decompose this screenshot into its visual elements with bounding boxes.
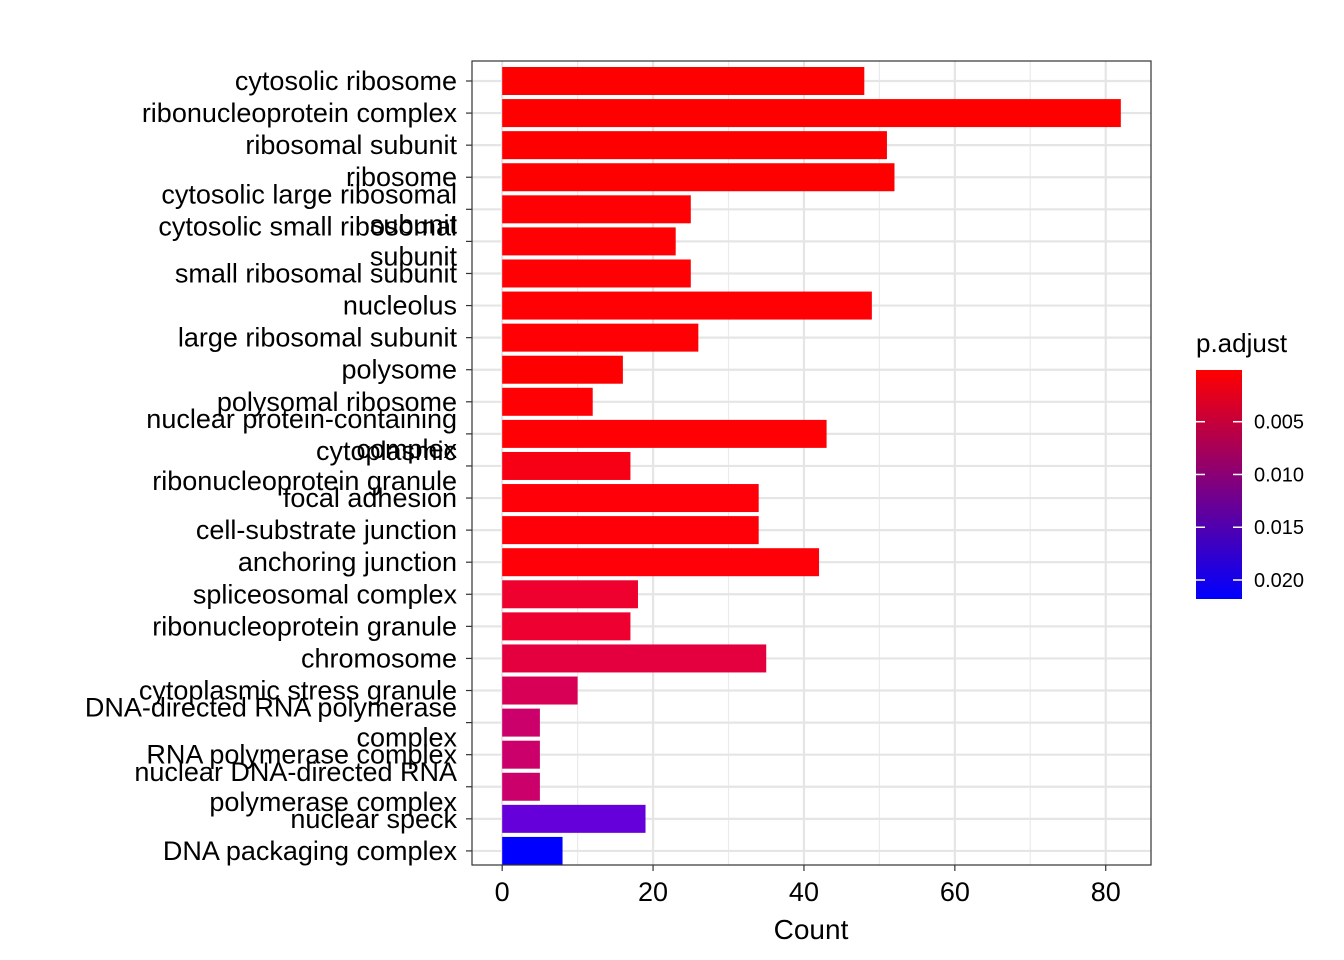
bar — [502, 612, 631, 641]
bar — [502, 580, 638, 609]
plot-border — [471, 60, 1152, 866]
y-tick-label: DNA packaging complex — [163, 836, 458, 866]
y-tick-label: polysomal ribosome — [217, 387, 457, 417]
y-tick-label: anchoring junction — [238, 547, 457, 577]
y-tick-label: DNA-directed RNA polymerase complex — [85, 693, 458, 753]
bar — [502, 708, 540, 737]
legend-ticks: 0.005 0.010 0.015 0.020 — [1196, 412, 1304, 592]
bar — [502, 676, 578, 705]
legend-colorbar — [1196, 370, 1242, 599]
x-tick-label: 40 — [789, 877, 819, 907]
legend-tick-label: 0.010 — [1254, 464, 1304, 486]
y-tick-label: nuclear protein-containing complex — [146, 404, 457, 464]
bar — [502, 227, 676, 256]
bar — [502, 355, 623, 384]
legend-title: p.adjust — [1196, 328, 1288, 358]
bar — [502, 804, 646, 833]
bar — [502, 163, 895, 192]
y-tick-label: RNA polymerase complex — [146, 740, 457, 770]
bar — [502, 516, 759, 545]
y-tick-label: ribonucleoprotein complex — [142, 98, 458, 128]
bar — [502, 323, 699, 352]
y-tick-label: nucleolus — [343, 291, 457, 321]
bar — [502, 387, 593, 416]
y-tick-label: cytosolic small ribosomal subunit — [158, 211, 457, 271]
bar — [502, 195, 691, 224]
bars — [502, 67, 1121, 865]
y-tick-label: large ribosomal subunit — [178, 323, 458, 353]
bar — [502, 484, 759, 513]
y-tick-label: chromosome — [301, 643, 457, 673]
x-axis: 0 20 40 60 80 — [495, 865, 1121, 907]
y-tick-label: ribonucleoprotein granule — [152, 611, 457, 641]
bar — [502, 67, 865, 95]
y-tick-label: cytosolic large ribosomal subunit — [161, 179, 457, 239]
y-tick-label: cytoplasmic stress granule — [139, 676, 457, 706]
legend-tick-label: 0.020 — [1254, 570, 1304, 592]
bar — [502, 548, 820, 577]
bar — [502, 740, 540, 769]
y-tick-label: nuclear DNA-directed RNA polymerase compl… — [134, 757, 457, 817]
legend-tick-label: 0.005 — [1254, 412, 1304, 434]
x-axis-title: Count — [774, 914, 849, 945]
y-tick-label: polysome — [341, 355, 457, 385]
y-tick-label: focal adhesion — [283, 483, 457, 513]
y-tick-label: small ribosomal subunit — [175, 258, 458, 288]
bar — [502, 451, 631, 480]
bar — [502, 644, 767, 673]
y-tick-label: ribosomal subunit — [245, 130, 457, 160]
y-tick-label: cytosolic ribosome — [235, 66, 457, 96]
x-tick-label: 80 — [1091, 877, 1121, 907]
x-tick-label: 60 — [940, 877, 970, 907]
bar — [502, 131, 887, 160]
x-tick-label: 20 — [638, 877, 668, 907]
y-tick-label: ribosome — [346, 162, 457, 192]
y-tick-label: nuclear speck — [290, 804, 457, 834]
bar — [502, 99, 1121, 128]
y-tick-label: cytoplasmic ribonucleoprotein granule — [152, 436, 457, 496]
y-tick-label: spliceosomal complex — [193, 579, 458, 609]
bar — [502, 419, 827, 448]
bar — [502, 259, 691, 288]
color-legend: p.adjust 0.005 0.010 0.015 0.020 — [1196, 328, 1304, 599]
bar — [502, 291, 872, 320]
legend-tick-label: 0.015 — [1254, 517, 1304, 539]
x-tick-label: 0 — [495, 877, 510, 907]
bar — [502, 836, 563, 865]
bar — [502, 772, 540, 801]
y-tick-label: cell-substrate junction — [196, 515, 457, 545]
